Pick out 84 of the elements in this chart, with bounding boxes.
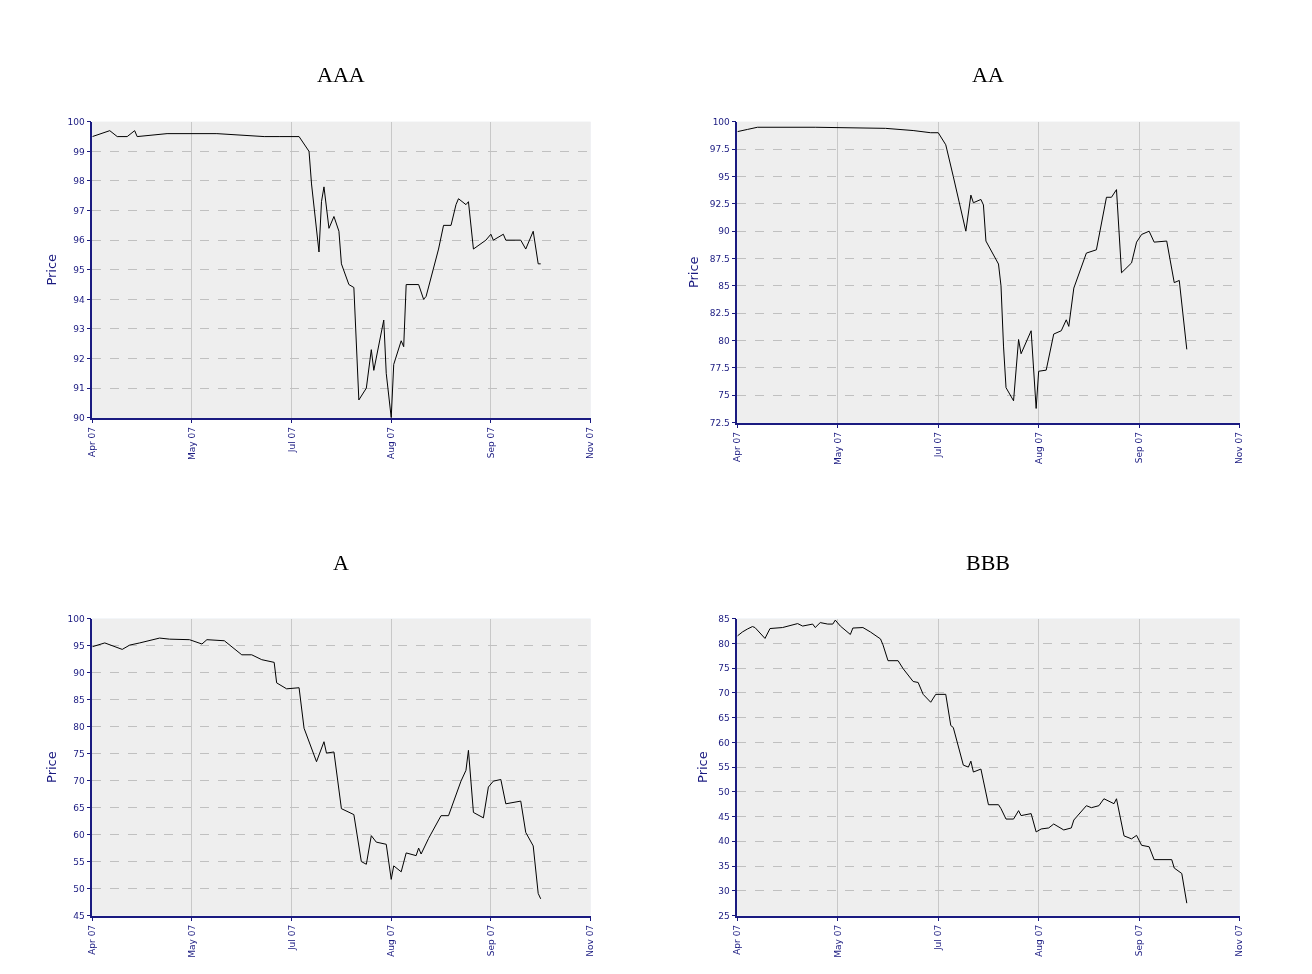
x-tick-label: May 07 [186, 427, 197, 460]
y-tick-label: 92.5 [709, 199, 730, 209]
x-tick-label: Apr 07 [87, 924, 98, 955]
x-tick-label: Aug 07 [1033, 432, 1044, 464]
y-tick-label: 87.5 [709, 253, 730, 264]
x-tick-label: Aug 07 [1033, 924, 1044, 957]
x-tick-label: Sep 07 [1134, 432, 1145, 464]
x-tick-label: Nov 07 [585, 924, 596, 957]
x-tick-label: Apr 07 [87, 427, 98, 457]
y-tick-label: 25 [718, 910, 730, 921]
y-tick-label: 80 [718, 335, 731, 346]
y-tick-label: 60 [718, 737, 731, 748]
chart-title: A [333, 550, 349, 575]
y-tick-label: 96 [73, 235, 86, 246]
x-tick-label: May 07 [832, 924, 843, 958]
x-tick-label: Jul 07 [286, 427, 297, 454]
y-tick-label: 85 [718, 281, 730, 292]
x-tick-label: Aug 07 [386, 924, 397, 957]
y-tick-label: 60 [73, 829, 86, 840]
y-tick-label: 45 [73, 910, 85, 921]
line-series [92, 130, 542, 418]
y-tick-label: 50 [73, 883, 86, 894]
y-tick-label: 45 [718, 811, 730, 822]
y-axis-title: Price [44, 253, 60, 286]
y-tick-label: 91 [73, 383, 85, 394]
x-tick-label: May 07 [832, 432, 843, 465]
chart-title: AAA [317, 62, 365, 87]
y-tick-label: 75 [73, 748, 85, 759]
chart-title: BBB [966, 550, 1011, 575]
x-tick-label: Apr 07 [732, 432, 743, 462]
y-tick-label: 90 [718, 226, 731, 237]
y-tick-label: 92 [73, 353, 85, 364]
y-tick-label: 77.5 [709, 363, 730, 374]
x-tick-label: Aug 07 [386, 427, 397, 459]
y-tick-label: 95 [718, 171, 730, 182]
y-tick-label: 72.5 [709, 417, 730, 428]
line-series [92, 637, 542, 900]
x-tick-label: Apr 07 [732, 924, 743, 955]
x-tick-label: Jul 07 [286, 924, 297, 952]
y-tick-label: 70 [718, 688, 731, 699]
y-axis-title: Price [694, 751, 710, 783]
y-tick-label: 94 [73, 294, 86, 305]
y-tick-label: 95 [73, 640, 85, 651]
y-tick-label: 98 [73, 176, 86, 187]
y-tick-label: 100 [67, 116, 86, 127]
x-tick-label: Sep 07 [485, 924, 496, 957]
x-tick-label: Sep 07 [485, 427, 496, 459]
y-tick-label: 75 [718, 390, 730, 401]
x-tick-label: Nov 07 [1234, 432, 1245, 464]
y-tick-label: 90 [73, 412, 86, 423]
y-tick-label: 80 [73, 721, 86, 732]
x-tick-label: Jul 07 [933, 924, 944, 952]
y-tick-label: 85 [718, 613, 730, 624]
y-tick-label: 97.5 [709, 144, 730, 155]
line-series [737, 126, 1188, 409]
y-tick-label: 82.5 [709, 308, 730, 319]
y-axis-title: Price [686, 256, 702, 289]
y-tick-label: 55 [718, 762, 730, 773]
y-tick-label: 100 [712, 116, 731, 127]
y-tick-label: 40 [718, 836, 731, 847]
y-tick-label: 70 [73, 775, 86, 786]
y-axis-title: Price [44, 751, 60, 783]
chart-title: AA [972, 62, 1004, 87]
y-tick-label: 95 [73, 264, 85, 275]
y-tick-label: 65 [718, 712, 730, 723]
y-tick-label: 99 [73, 146, 86, 157]
x-tick-label: Jul 07 [933, 432, 944, 459]
x-tick-label: May 07 [186, 924, 197, 958]
y-tick-label: 35 [718, 861, 730, 872]
line-series [737, 619, 1188, 904]
y-tick-label: 80 [718, 638, 731, 649]
y-tick-label: 55 [73, 856, 85, 867]
x-tick-label: Nov 07 [1234, 924, 1245, 957]
x-tick-label: Sep 07 [1134, 924, 1145, 957]
y-tick-label: 93 [73, 324, 85, 335]
x-tick-label: Nov 07 [585, 427, 596, 459]
y-tick-label: 97 [73, 205, 85, 216]
y-tick-label: 50 [718, 786, 731, 797]
y-tick-label: 65 [73, 802, 85, 813]
y-tick-label: 75 [718, 663, 730, 674]
y-tick-label: 100 [67, 613, 86, 624]
y-tick-label: 85 [73, 694, 85, 705]
y-tick-label: 30 [718, 885, 731, 896]
y-tick-label: 90 [73, 667, 86, 678]
